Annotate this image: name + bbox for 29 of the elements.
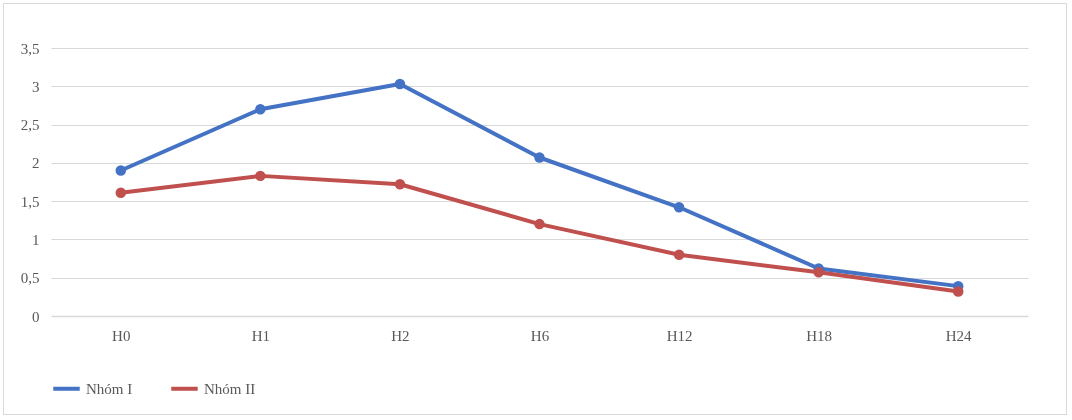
x-tick-label: H1 <box>251 327 271 344</box>
point <box>255 170 266 182</box>
legend-label: Nhóm I <box>86 380 133 397</box>
point <box>534 152 545 163</box>
x-tick-label: H0 <box>112 327 131 344</box>
point <box>534 218 545 230</box>
point <box>673 202 685 213</box>
point <box>952 286 964 297</box>
point <box>394 179 406 190</box>
point <box>255 104 266 115</box>
x-tick-label: H18 <box>806 327 833 344</box>
x-tick-label: H24 <box>945 327 973 344</box>
y-tick-label: 3 <box>32 78 40 95</box>
point <box>813 267 824 278</box>
y-tick-label: 2 <box>32 155 40 172</box>
y-tick-label: 2,5 <box>20 117 40 134</box>
point <box>115 165 127 176</box>
y-tick-label: 3,5 <box>20 40 40 57</box>
point <box>394 78 406 90</box>
y-tick-label: 0 <box>32 308 40 325</box>
legend-label: Nhóm II <box>204 380 256 397</box>
y-tick-label: 1,5 <box>20 193 40 210</box>
x-tick-label: H2 <box>391 327 410 344</box>
x-tick-label: H6 <box>530 327 550 344</box>
y-tick-label: 1 <box>32 231 40 248</box>
x-tick-label: H12 <box>666 327 693 344</box>
y-tick-label: 0,5 <box>20 270 40 287</box>
point <box>673 249 685 260</box>
point <box>115 187 127 198</box>
